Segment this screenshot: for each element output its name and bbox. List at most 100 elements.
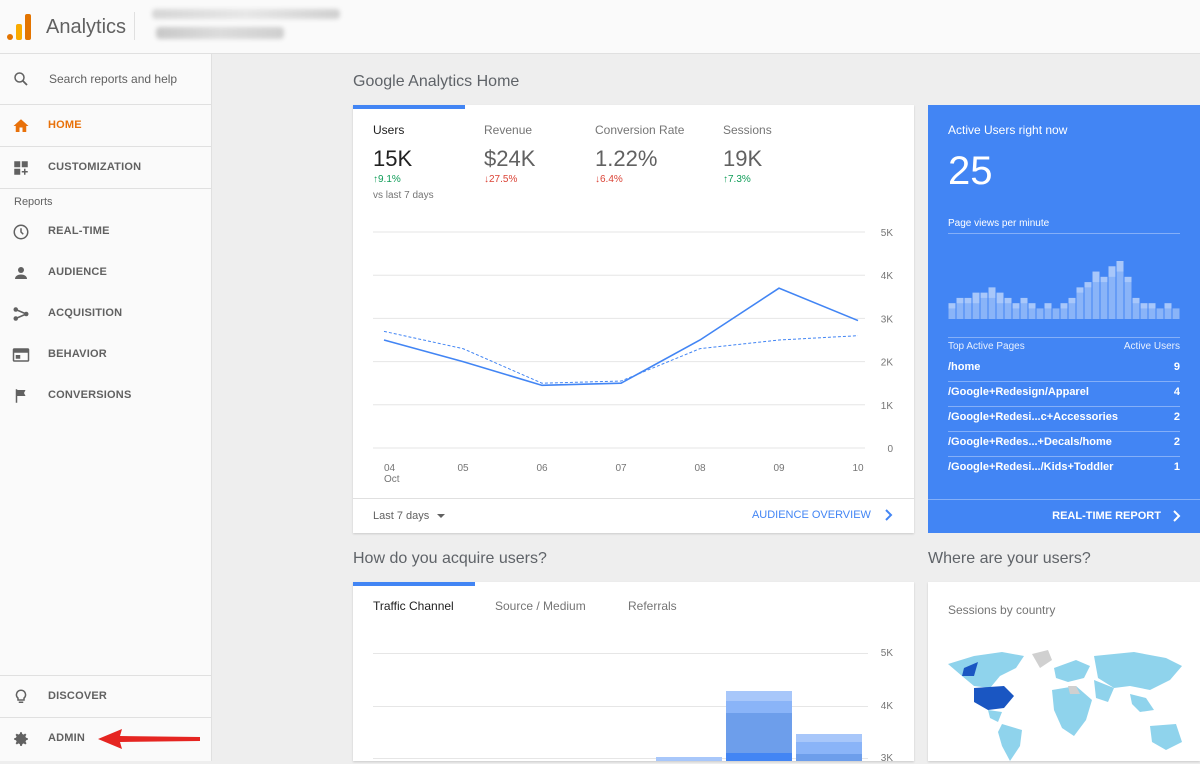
acquisition-icon xyxy=(13,307,29,321)
sidebar-item-label: REAL-TIME xyxy=(48,225,110,237)
pageview-bar-base xyxy=(1060,308,1068,319)
realtime-card: Active Users right now 25 Page views per… xyxy=(928,105,1200,533)
pageview-bar-base xyxy=(1028,308,1036,319)
sidebar-item-customization[interactable]: CUSTOMIZATION xyxy=(0,147,212,188)
acquisition-card: Traffic Channel Source / Medium Referral… xyxy=(353,582,914,764)
audience-overview-link[interactable]: AUDIENCE OVERVIEW xyxy=(752,509,894,521)
sessions-by-country-label: Sessions by country xyxy=(948,603,1056,617)
chevron-right-icon xyxy=(885,509,893,521)
overview-card: Users 15K ↑9.1% vs last 7 days Revenue $… xyxy=(353,105,914,533)
stacked-bar-segment xyxy=(726,713,792,753)
view-selector-blurred[interactable] xyxy=(156,27,284,39)
pageview-bar-base xyxy=(996,303,1004,319)
sidebar-search[interactable]: Search reports and help xyxy=(0,54,212,105)
reports-header: Reports xyxy=(14,196,53,208)
row-divider xyxy=(948,431,1180,432)
page-users: 2 xyxy=(1173,411,1180,423)
metric-name: Sessions xyxy=(723,123,772,137)
sidebar-item-label: AUDIENCE xyxy=(48,266,108,278)
date-range-dropdown[interactable]: Last 7 days xyxy=(373,510,446,522)
page-path: /Google+Redesi.../Kids+Toddler xyxy=(948,461,1114,473)
active-page-row[interactable]: /Google+Redesi.../Kids+Toddler 1 xyxy=(948,457,1180,482)
y-tick-label: 3K xyxy=(881,314,894,325)
pageview-bar-base xyxy=(1140,308,1148,319)
x-tick-label: 06 xyxy=(536,463,548,474)
pageview-bar-base xyxy=(1020,303,1028,319)
y-tick-label: 4K xyxy=(881,271,894,282)
acquire-section-title: How do you acquire users? xyxy=(353,550,547,567)
where-section-title: Where are your users? xyxy=(928,550,1091,567)
metric-change: ↑7.3% xyxy=(723,174,751,185)
pageview-bar-base xyxy=(1036,308,1044,319)
sidebar-item-discover[interactable]: DISCOVER xyxy=(0,676,212,717)
sidebar-item-behavior[interactable]: BEHAVIOR xyxy=(0,334,212,375)
pageview-bar-base xyxy=(1156,308,1164,319)
stacked-bar-segment xyxy=(656,757,722,761)
realtime-divider xyxy=(948,337,1180,338)
gear-icon xyxy=(14,732,28,746)
app-title: Analytics xyxy=(46,16,127,38)
y-tick-label: 1K xyxy=(881,401,894,412)
arrow-up-icon: ↑ xyxy=(373,174,378,185)
realtime-report-link[interactable]: REAL-TIME REPORT xyxy=(1052,510,1182,522)
realtime-report-label: REAL-TIME REPORT xyxy=(1052,510,1161,522)
metric-change-value: 6.4% xyxy=(600,174,623,185)
sidebar-item-label: CUSTOMIZATION xyxy=(48,161,142,173)
x-tick-label: 04 xyxy=(384,463,396,474)
sidebar-item-admin[interactable]: ADMIN xyxy=(0,718,212,759)
tab-traffic-channel[interactable]: Traffic Channel xyxy=(373,599,454,613)
sidebar-item-audience[interactable]: AUDIENCE xyxy=(0,252,212,293)
sidebar-divider xyxy=(0,717,212,718)
pageview-bar-base xyxy=(956,303,964,319)
y-tick-label: 5K xyxy=(881,228,894,239)
active-users-header: Active Users xyxy=(1123,341,1180,352)
pageview-bar-base xyxy=(964,303,972,319)
search-icon xyxy=(14,72,28,86)
account-name-blurred[interactable] xyxy=(152,9,340,19)
admin-pointer-arrow xyxy=(98,729,200,749)
pageview-bar-base xyxy=(1172,308,1180,319)
active-users-count: 25 xyxy=(948,149,993,193)
analytics-logo-icon[interactable] xyxy=(7,14,31,40)
top-active-pages-header: Top Active Pages xyxy=(948,341,1025,352)
caret-down-icon xyxy=(437,514,446,519)
sidebar-item-acquisition[interactable]: ACQUISITION xyxy=(0,293,212,334)
pageview-bar-base xyxy=(1108,276,1116,319)
page-users: 2 xyxy=(1173,436,1180,448)
tab-referrals[interactable]: Referrals xyxy=(628,599,677,613)
pageview-bar-base xyxy=(1012,308,1020,319)
sidebar-item-real-time[interactable]: REAL-TIME xyxy=(0,211,212,252)
sidebar-item-home[interactable]: HOME xyxy=(0,105,212,146)
pageviews-per-minute-label: Page views per minute xyxy=(948,218,1050,229)
sidebar-item-conversions[interactable]: CONVERSIONS xyxy=(0,375,212,416)
behavior-icon xyxy=(12,348,30,362)
date-range-label: Last 7 days xyxy=(373,510,430,522)
x-tick-sublabel: Oct xyxy=(384,474,400,485)
page-path: /Google+Redesi...c+Accessories xyxy=(948,411,1118,423)
arrow-down-icon: ↓ xyxy=(484,174,489,185)
acquisition-gridline xyxy=(373,758,868,759)
pageview-bar-base xyxy=(1068,303,1076,319)
y-tick-label: 5K xyxy=(880,648,893,659)
y-tick-label: 4K xyxy=(880,701,893,712)
x-tick-label: 10 xyxy=(852,463,864,474)
realtime-divider xyxy=(948,233,1180,234)
top-bar: Analytics xyxy=(0,0,1200,54)
tab-source-medium[interactable]: Source / Medium xyxy=(495,599,586,613)
stacked-bar-segment xyxy=(726,691,792,701)
active-page-row[interactable]: /home 9 xyxy=(948,357,1180,382)
active-page-row[interactable]: /Google+Redesi...c+Accessories 2 xyxy=(948,407,1180,432)
y-tick-label: 0 xyxy=(887,444,893,455)
pageview-bar-base xyxy=(1092,282,1100,319)
pageview-bar-base xyxy=(1084,287,1092,319)
world-map[interactable] xyxy=(944,646,1184,761)
pageview-bar-base xyxy=(1004,303,1012,319)
pageviews-bar-chart xyxy=(948,261,1180,319)
row-divider xyxy=(948,406,1180,407)
row-divider xyxy=(948,381,1180,382)
realtime-title: Active Users right now xyxy=(948,123,1068,137)
active-page-row[interactable]: /Google+Redes...+Decals/home 2 xyxy=(948,432,1180,457)
active-page-row[interactable]: /Google+Redesign/Apparel 4 xyxy=(948,382,1180,407)
metric-change-value: 27.5% xyxy=(489,174,518,185)
